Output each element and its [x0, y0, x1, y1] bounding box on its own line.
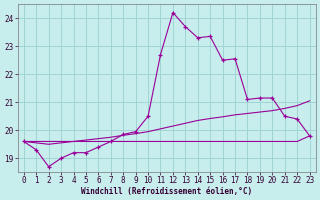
- X-axis label: Windchill (Refroidissement éolien,°C): Windchill (Refroidissement éolien,°C): [81, 187, 252, 196]
